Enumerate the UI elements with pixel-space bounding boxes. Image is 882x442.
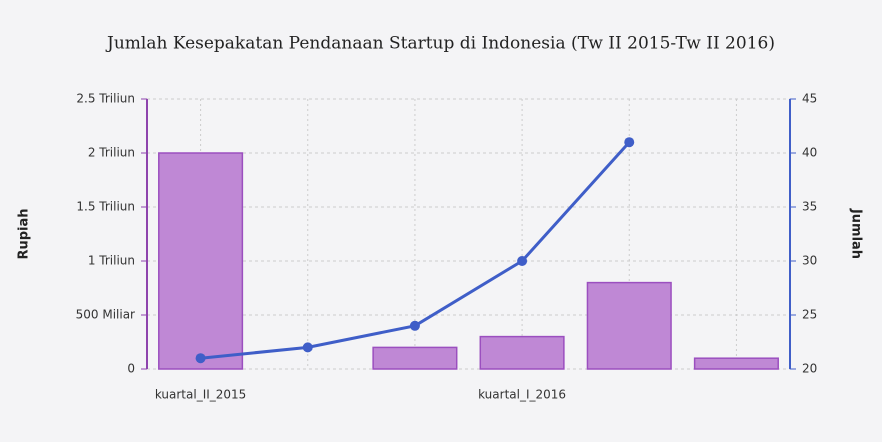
y2-tick-label: 25	[802, 308, 817, 322]
y-tick-label: 2.5 Triliun	[76, 92, 135, 106]
y2-tick-label: 20	[802, 362, 817, 376]
x-tick-label: kuartal_II_2015	[155, 388, 246, 402]
point	[302, 342, 313, 353]
y-tick-label: 0	[127, 362, 135, 376]
point	[195, 353, 206, 364]
y2-tick-label: 35	[802, 200, 817, 214]
y2-tick-label: 40	[802, 146, 817, 160]
y2-tick-label: 30	[802, 254, 817, 268]
bar	[479, 335, 565, 370]
bar	[586, 281, 672, 370]
y2-tick-label: 45	[802, 92, 817, 106]
y-tick-label: 2 Triliun	[88, 146, 135, 160]
chart-title: Jumlah Kesepakatan Pendanaan Startup di …	[105, 34, 775, 54]
y2-axis-title: Jumlah	[849, 208, 864, 259]
y-tick-label: 1 Triliun	[88, 254, 135, 268]
point	[517, 256, 528, 266]
x-tick-label: kuartal_I_2016	[478, 388, 566, 402]
bar	[372, 346, 458, 370]
y-tick-label: 1.5 Triliun	[76, 200, 135, 214]
point	[624, 137, 635, 148]
y-axis-title: Rupiah	[17, 208, 32, 259]
bar	[158, 152, 244, 370]
point	[409, 320, 420, 331]
bar	[693, 357, 779, 370]
y-tick-label: 500 Miliar	[76, 308, 135, 322]
